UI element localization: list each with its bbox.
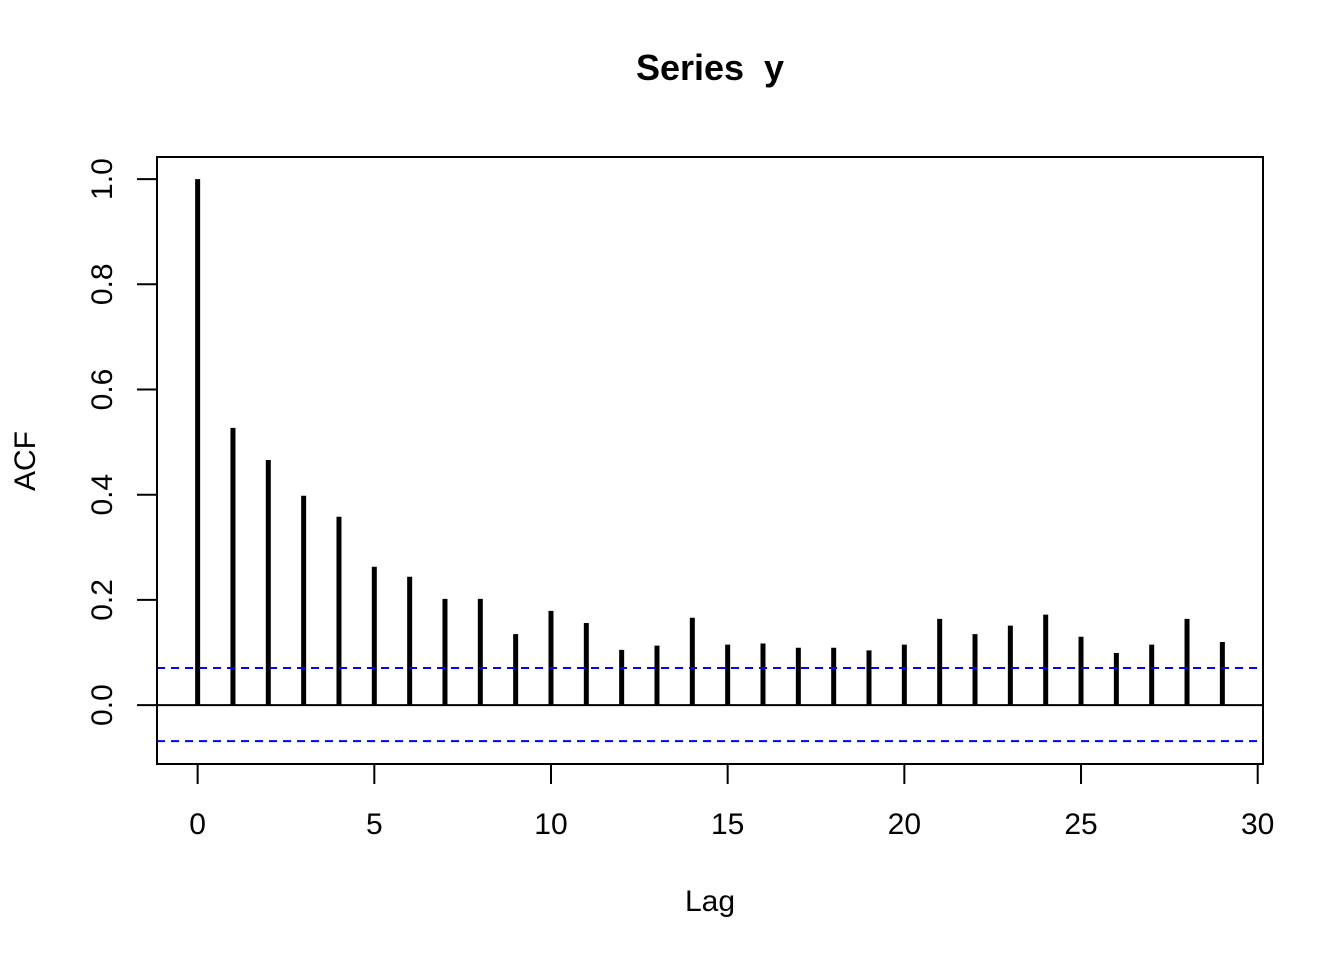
x-tick-label-25: 25 xyxy=(1064,808,1097,841)
x-tick-label-10: 10 xyxy=(534,808,567,841)
x-tick-label-0: 0 xyxy=(189,808,206,841)
reference-lines xyxy=(157,667,1263,743)
y-tick-label-1.0: 1.0 xyxy=(86,158,119,200)
y-axis: 0.0 0.2 0.4 0.6 0.8 1.0 xyxy=(86,158,158,726)
x-axis-label: Lag xyxy=(685,885,735,918)
plot-frame xyxy=(156,156,1264,765)
y-tick-label-0.2: 0.2 xyxy=(86,579,119,621)
y-tick-label-0.0: 0.0 xyxy=(86,684,119,726)
y-tick-label-0.8: 0.8 xyxy=(86,263,119,305)
y-axis-label: ACF xyxy=(9,431,42,491)
y-tick-label-0.6: 0.6 xyxy=(86,369,119,411)
chart-title: Series y xyxy=(636,47,784,88)
y-tick-label-0.4: 0.4 xyxy=(86,474,119,516)
x-axis: 0 5 10 15 20 25 30 xyxy=(189,763,1274,841)
x-tick-label-30: 30 xyxy=(1241,808,1274,841)
x-tick-label-15: 15 xyxy=(711,808,744,841)
x-tick-label-20: 20 xyxy=(888,808,921,841)
acf-bars xyxy=(195,179,1225,706)
x-tick-label-5: 5 xyxy=(366,808,383,841)
